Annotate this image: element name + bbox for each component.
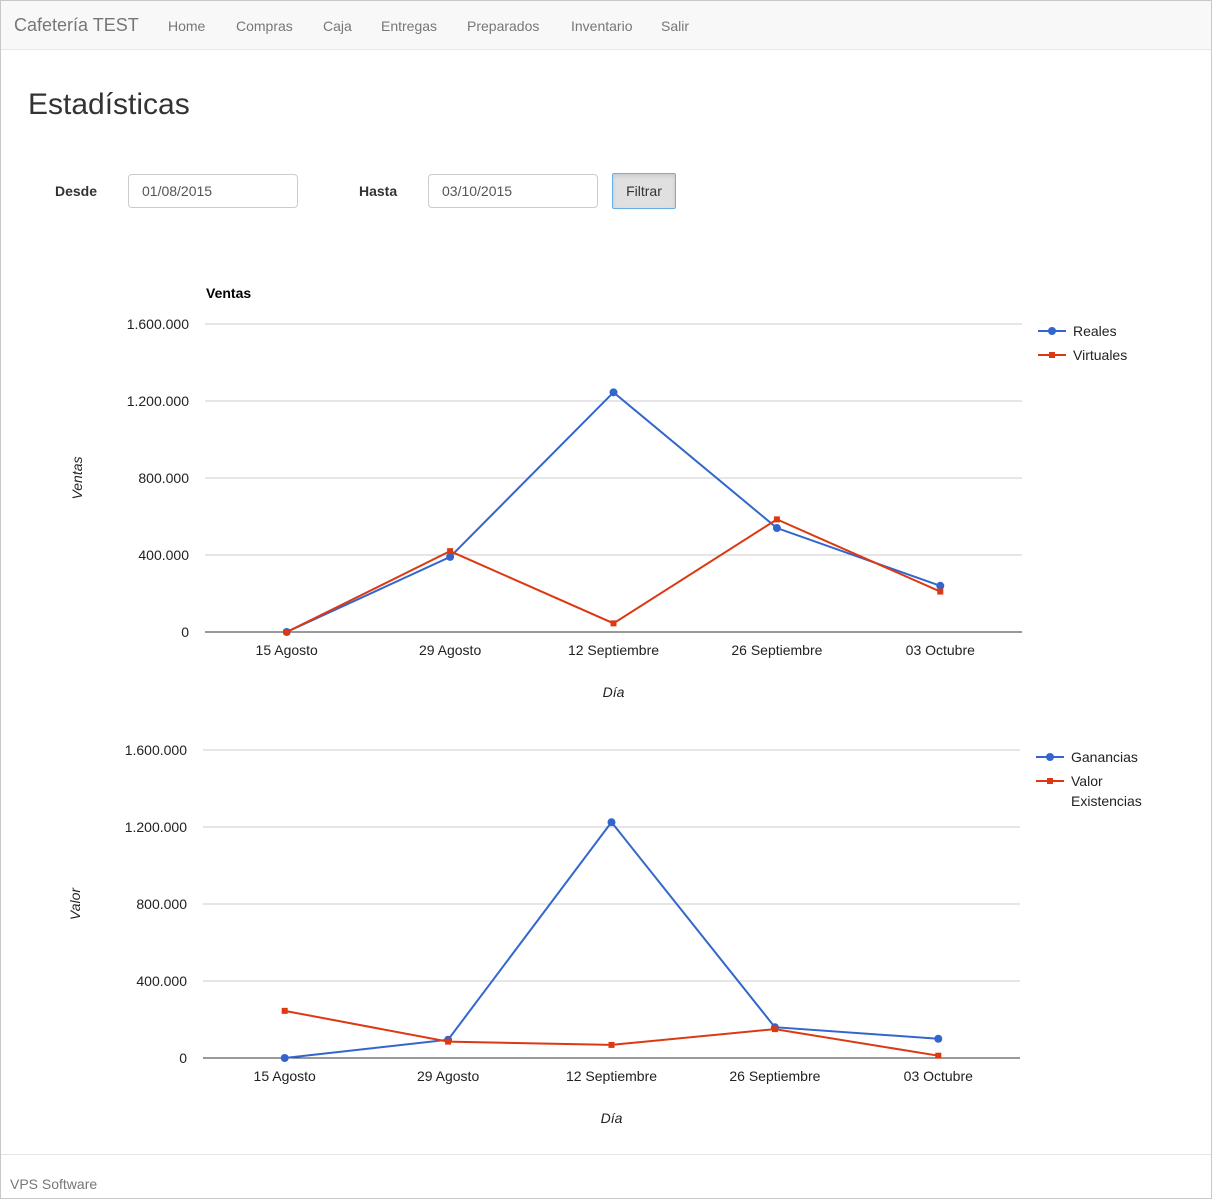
y-axis-title: Valor [67, 887, 83, 921]
data-point [281, 1007, 288, 1014]
data-point [609, 388, 618, 397]
nav-item-inventario[interactable]: Inventario [571, 18, 633, 34]
nav-item-compras[interactable]: Compras [236, 18, 293, 34]
legend-label: Reales [1073, 323, 1117, 339]
hasta-label: Hasta [359, 183, 398, 199]
legend-label: Valor Existencias [1071, 773, 1142, 809]
data-point [607, 818, 616, 827]
x-tick-label: 29 Agosto [419, 642, 481, 658]
y-tick-label: 0 [181, 624, 189, 640]
data-point [445, 1038, 452, 1045]
series-line [284, 820, 939, 1059]
data-point [772, 524, 781, 533]
filtrar-button[interactable]: Filtrar [612, 173, 676, 209]
page-title: Estadísticas [28, 88, 190, 121]
y-tick-label: 400.000 [136, 973, 187, 989]
legend-label: Virtuales [1073, 347, 1127, 363]
y-axis-title: Ventas [69, 456, 85, 499]
navbar-brand[interactable]: Cafetería TEST [14, 15, 139, 35]
data-point [446, 552, 455, 561]
x-axis-title: Día [601, 1110, 623, 1126]
data-point [934, 1034, 943, 1043]
nav-item-salir[interactable]: Salir [661, 18, 690, 34]
x-tick-label: 15 Agosto [254, 1068, 316, 1084]
footer-divider [1, 1154, 1211, 1155]
x-axis-title: Día [603, 684, 625, 700]
data-point [608, 1041, 615, 1048]
legend-label: Ganancias [1071, 749, 1138, 765]
navbar: Cafetería TEST Home Compras Caja Entrega… [1, 1, 1211, 50]
data-point [773, 516, 780, 523]
nav-item-entregas[interactable]: Entregas [381, 18, 438, 34]
y-tick-label: 1.200.000 [127, 393, 189, 409]
data-point [935, 1052, 942, 1059]
x-tick-label: 26 Septiembre [731, 642, 822, 658]
data-point [283, 629, 290, 635]
x-tick-label: 03 Octubre [904, 1068, 973, 1084]
y-tick-label: 1.600.000 [125, 742, 187, 758]
data-point [610, 620, 617, 627]
desde-date-input[interactable]: 01/08/2015 [128, 174, 298, 208]
y-tick-label: 800.000 [136, 896, 187, 912]
y-tick-label: 400.000 [138, 547, 189, 563]
legend-swatch-marker [1048, 327, 1056, 335]
valor-chart-content: 0 400.000 800.000 1.200.000 1.600.000 15 Agos… [67, 742, 1142, 1126]
y-tick-label: 1.600.000 [127, 316, 189, 332]
data-point [280, 1054, 289, 1062]
x-tick-label: 03 Octubre [906, 642, 975, 658]
nav-item-preparados[interactable]: Preparados [467, 18, 540, 34]
y-tick-label: 0 [179, 1050, 187, 1066]
x-tick-label: 29 Agosto [417, 1068, 479, 1084]
nav-item-home[interactable]: Home [168, 18, 206, 34]
x-tick-label: 12 Septiembre [568, 642, 659, 658]
series-line [284, 1009, 939, 1057]
ventas-chart: Ventas 0 400.000 800.000 1.200.000 1.600.000 1… [69, 285, 1127, 700]
ventas-chart-content: Ventas 0 400.000 800.000 1.200.000 1.600.000 1… [69, 285, 1127, 700]
x-tick-label: 26 Septiembre [729, 1068, 820, 1084]
y-tick-label: 800.000 [138, 470, 189, 486]
data-point [771, 1026, 778, 1033]
data-point [937, 588, 944, 595]
nav-item-caja[interactable]: Caja [323, 18, 352, 34]
desde-label: Desde [55, 183, 98, 199]
chart-title: Ventas [206, 285, 251, 301]
valor-chart: 0 400.000 800.000 1.200.000 1.600.000 15 Agos… [67, 742, 1142, 1126]
legend-swatch-marker [1047, 778, 1053, 784]
legend-swatch-marker [1049, 352, 1055, 358]
hasta-date-input[interactable]: 03/10/2015 [428, 174, 598, 208]
x-tick-label: 15 Agosto [256, 642, 318, 658]
x-tick-label: 12 Septiembre [566, 1068, 657, 1084]
data-point [447, 548, 454, 555]
series-line [286, 390, 941, 633]
data-point [936, 581, 945, 590]
footer-text: VPS Software [10, 1176, 98, 1192]
legend-swatch-marker [1046, 753, 1054, 761]
y-tick-label: 1.200.000 [125, 819, 187, 835]
series-line [286, 518, 941, 633]
